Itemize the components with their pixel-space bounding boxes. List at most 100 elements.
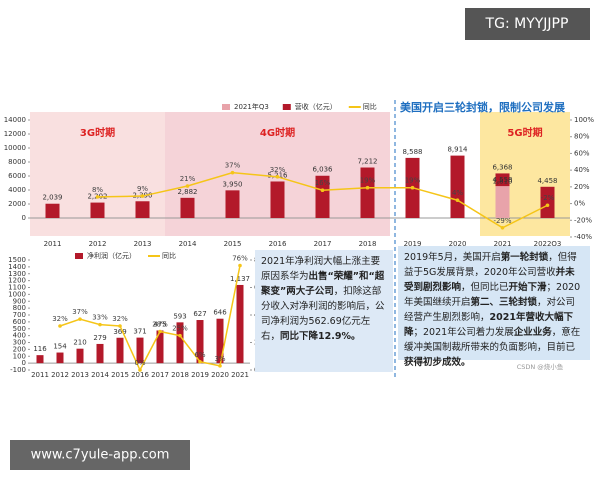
y2-tick-label: 20% [574, 183, 590, 191]
y2-tick-label: 100% [574, 116, 594, 124]
point [58, 324, 62, 328]
x-tick-label: 2012 [89, 240, 107, 248]
bar [315, 175, 330, 218]
site: www.c7yule-app.com [31, 448, 170, 463]
point [275, 175, 280, 179]
x-tick-label: 2018 [171, 371, 189, 379]
data-label: 475 [153, 320, 166, 328]
note-text: 2019年5月，美国开启 [404, 252, 501, 263]
y-tick-label: 100 [13, 352, 26, 360]
y-tick-label: 0 [22, 214, 26, 222]
x-tick-label: 2017 [314, 240, 332, 248]
x-tick-label: 2020 [211, 371, 229, 379]
point [178, 333, 182, 338]
note-text: 开始下滑 [508, 282, 547, 293]
data-label: 25% [172, 325, 188, 333]
bar [45, 203, 60, 218]
x-tick-label: 2016 [269, 240, 287, 248]
note-text: 获得初步成效。 [404, 357, 471, 368]
point [410, 185, 415, 190]
bar [180, 197, 195, 218]
data-label: 6,036 [312, 166, 333, 174]
data-label: 32% [270, 166, 286, 174]
note-text: ，但同比已 [461, 282, 509, 293]
point [118, 324, 122, 328]
note-text: 第一轮封锁 [500, 252, 549, 263]
data-label: 2,039 [42, 194, 62, 202]
data-label: 8,588 [402, 148, 422, 156]
y-tick-label: 1000 [8, 290, 26, 298]
data-label: 2,882 [177, 188, 197, 196]
note-text: 第二、三轮封锁 [470, 297, 538, 308]
legend-swatch [222, 104, 230, 110]
data-label: 21% [180, 175, 196, 183]
x-tick-label: 2012 [51, 371, 69, 379]
data-label: 37% [225, 162, 241, 170]
point [320, 188, 325, 192]
data-label: 33% [92, 314, 108, 322]
note-text: 2021年净利润大幅上涨主要原因系华为 [261, 256, 381, 282]
y-tick-label: 14000 [4, 116, 26, 124]
point [138, 368, 142, 372]
data-label: 32% [112, 315, 128, 323]
y-tick-label: 800 [13, 304, 26, 312]
y2-tick-label: -20% [574, 216, 592, 224]
point [455, 198, 460, 203]
point [95, 195, 100, 199]
data-label: 6% [194, 351, 205, 359]
y-tick-label: 600 [13, 318, 26, 326]
y-tick-label: 0 [22, 359, 26, 367]
period-label: 3G时期 [80, 126, 115, 139]
x-tick-label: 2014 [179, 240, 197, 248]
note-text: ，意在缓冲美国制裁所带来的负面影响，目前已 [404, 327, 581, 353]
period-label: 5G时期 [507, 126, 542, 139]
bar [36, 355, 44, 364]
data-label: 210 [73, 339, 86, 347]
legend-label: 营收（亿元） [295, 102, 337, 111]
y2-tick-label: -40% [574, 233, 592, 241]
y-tick-label: 200 [13, 345, 26, 353]
note-text: 出售“荣耀”和“超聚变”两大子公司 [261, 271, 385, 297]
bar [236, 284, 244, 364]
note-box: 2021年净利润大幅上涨主要原因系华为出售“荣耀”和“超聚变”两大子公司，扣除这… [255, 250, 393, 372]
note-text: ，对公司经营产生剧烈影响， [404, 297, 576, 323]
bar [495, 186, 510, 218]
legend-label: 同比 [363, 102, 377, 111]
y2-tick-label: 60% [574, 149, 590, 157]
y-tick-label: 400 [13, 332, 26, 340]
data-label: 32% [52, 315, 68, 323]
y2-tick-label: 40% [574, 166, 590, 174]
bar [540, 186, 555, 218]
note-box: 2019年5月，美国开启第一轮封锁，但得益于5G发展背景，2020年公司营收并未… [398, 246, 590, 368]
data-label: 369 [113, 328, 126, 336]
data-label: 116 [33, 345, 47, 353]
data-label: 593 [173, 312, 186, 320]
data-label: 4,458 [537, 177, 557, 185]
y2-tick-label: 0% [574, 200, 585, 208]
site-box [10, 440, 190, 470]
data-label: 37% [72, 308, 88, 316]
data-label: 16% [315, 179, 331, 187]
y-tick-label: 1300 [8, 270, 26, 278]
point [500, 226, 505, 230]
watermark: TG: MYYJJPP [485, 16, 569, 32]
y-tick-label: 1200 [8, 277, 26, 285]
y-tick-label: 1400 [8, 263, 26, 271]
data-label: -2% [541, 194, 555, 202]
data-label: 6,368 [492, 163, 512, 171]
x-tick-label: 2015 [111, 371, 129, 379]
x-tick-label: 2011 [44, 240, 62, 248]
bar [270, 181, 285, 218]
data-label: 8,914 [447, 146, 468, 154]
bar [76, 348, 84, 364]
y-tick-label: 6000 [8, 172, 26, 180]
legend-label: 2021年Q3 [234, 102, 269, 111]
legend-swatch [282, 104, 291, 110]
x-tick-label: 2021 [494, 240, 512, 248]
headline: 美国开启三轮封锁，限制公司发展 [400, 100, 566, 114]
y-tick-label: 500 [13, 325, 26, 333]
point [140, 194, 145, 198]
bar [225, 190, 240, 218]
note-text: ，扣除这部分收入对净利润的影响后，公司净利润为562.69亿元左右， [261, 286, 385, 342]
